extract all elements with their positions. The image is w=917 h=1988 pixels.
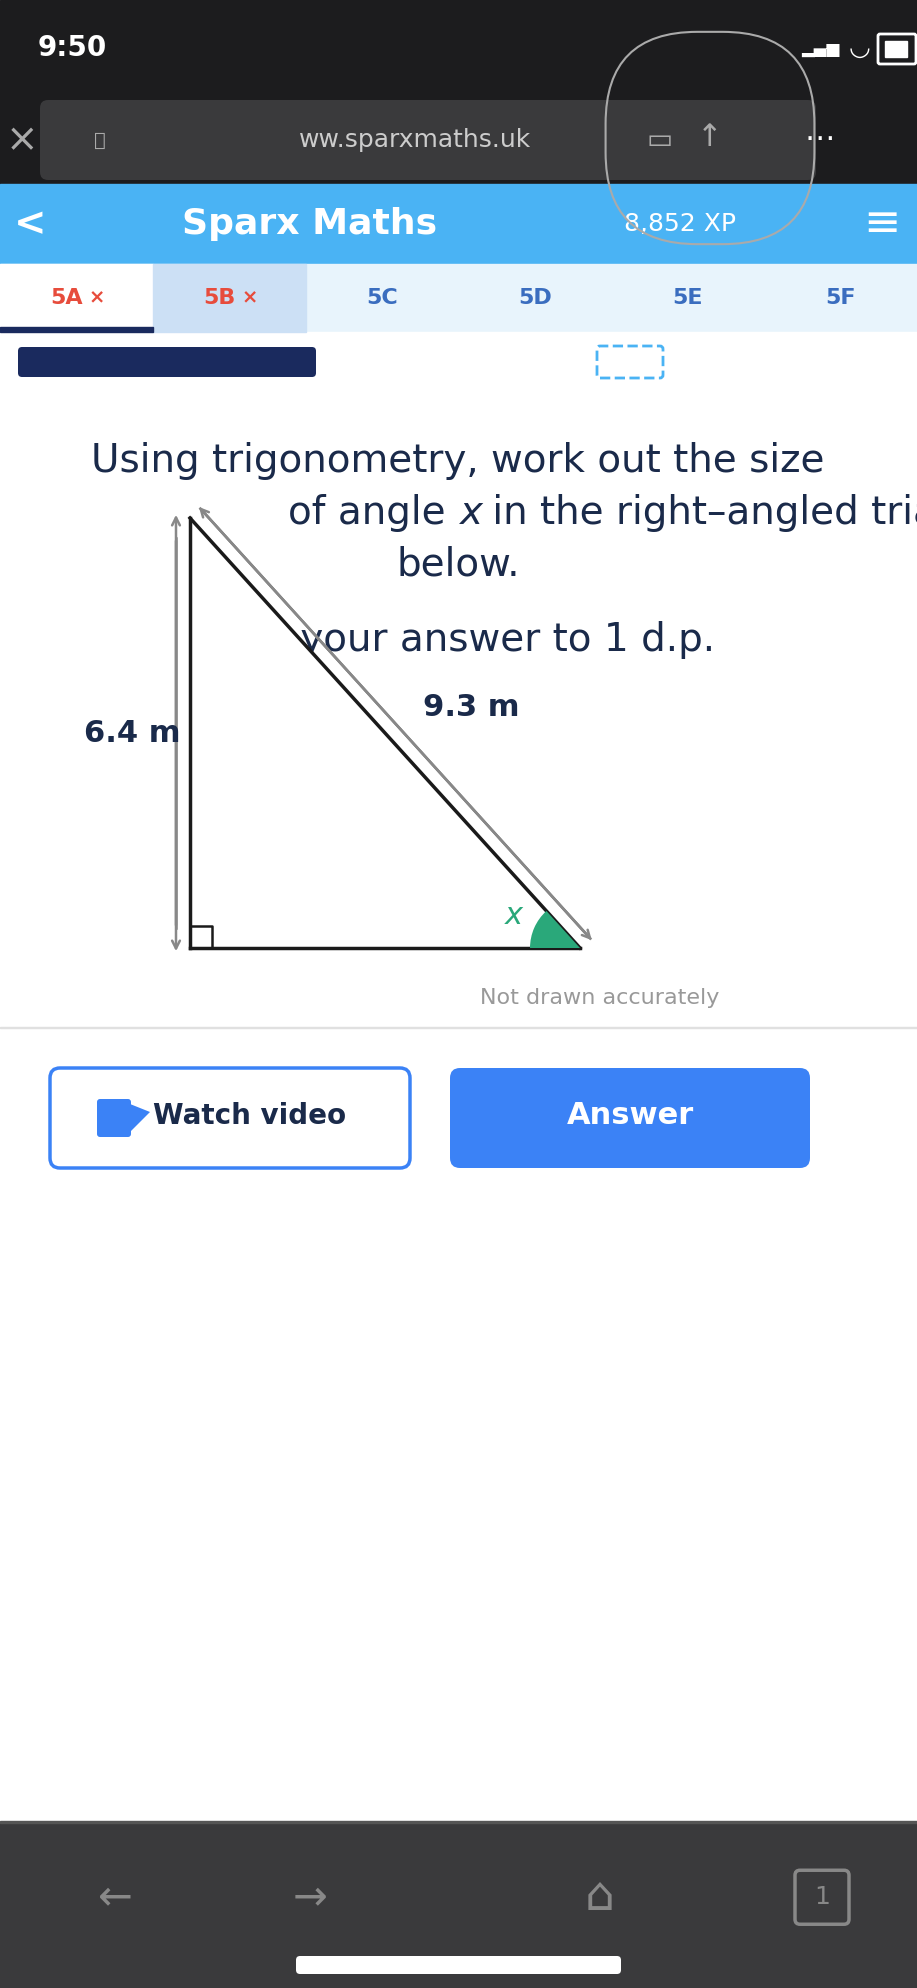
Text: Watch video: Watch video — [153, 1101, 347, 1129]
FancyBboxPatch shape — [97, 1099, 131, 1137]
Text: 🔒: 🔒 — [94, 131, 105, 149]
Bar — [0, 264, 153, 332]
Text: 5E: 5E — [672, 288, 703, 308]
Bar — [0, 332, 917, 388]
Text: Using trigonometry, work out the size: Using trigonometry, work out the size — [92, 441, 824, 479]
Text: in the right–angled triangle: in the right–angled triangle — [480, 493, 917, 533]
Text: 5A: 5A — [50, 288, 83, 308]
Text: Give your answer to 1 d.p.: Give your answer to 1 d.p. — [201, 620, 715, 658]
Text: ⌂: ⌂ — [585, 1875, 615, 1920]
Text: 5B: 5B — [203, 288, 236, 308]
Text: 9.3 m: 9.3 m — [423, 694, 520, 722]
Text: 6.4 m: 6.4 m — [83, 718, 181, 747]
Text: 1: 1 — [814, 1885, 830, 1908]
Bar — [885, 42, 907, 58]
Bar — [153, 264, 305, 332]
Text: Answer: Answer — [567, 1101, 693, 1131]
Text: ×: × — [241, 288, 258, 308]
Text: ≡: ≡ — [864, 203, 900, 245]
FancyBboxPatch shape — [18, 348, 316, 378]
FancyBboxPatch shape — [40, 99, 816, 181]
Text: ▂▄▆: ▂▄▆ — [801, 40, 839, 58]
Text: 5D: 5D — [518, 288, 552, 308]
Text: 8,852 XP: 8,852 XP — [624, 213, 736, 237]
Text: $x$: $x$ — [458, 493, 484, 533]
Wedge shape — [530, 911, 580, 948]
Text: ww.sparxmaths.uk: ww.sparxmaths.uk — [299, 127, 531, 151]
Text: below.: below. — [396, 547, 520, 584]
Text: 5F: 5F — [825, 288, 856, 308]
FancyBboxPatch shape — [50, 1068, 410, 1169]
Polygon shape — [190, 519, 580, 948]
Text: 9:50: 9:50 — [38, 34, 107, 62]
Text: $x$: $x$ — [504, 901, 525, 930]
Text: →: → — [293, 1877, 327, 1918]
Bar — [0, 326, 153, 332]
Bar — [0, 95, 917, 185]
Bar — [0, 1823, 917, 1988]
Text: ◡: ◡ — [849, 36, 871, 60]
Bar — [0, 1821, 917, 1823]
Text: <: < — [14, 205, 46, 243]
Bar — [0, 185, 917, 264]
FancyBboxPatch shape — [296, 1956, 621, 1974]
Text: ×: × — [88, 288, 105, 308]
Text: 5C: 5C — [366, 288, 398, 308]
FancyBboxPatch shape — [450, 1068, 810, 1169]
Text: ▭: ▭ — [646, 125, 673, 153]
Polygon shape — [130, 1103, 150, 1131]
Text: Sparx Maths: Sparx Maths — [182, 207, 437, 241]
Text: ←: ← — [97, 1877, 132, 1918]
Text: Not drawn accurately: Not drawn accurately — [481, 988, 720, 1008]
Text: of angle: of angle — [288, 493, 458, 533]
Text: ↑: ↑ — [697, 123, 723, 153]
Text: ⋯: ⋯ — [805, 125, 835, 155]
Bar — [0, 264, 917, 332]
Bar — [0, 0, 917, 95]
Text: ×: × — [6, 121, 39, 159]
